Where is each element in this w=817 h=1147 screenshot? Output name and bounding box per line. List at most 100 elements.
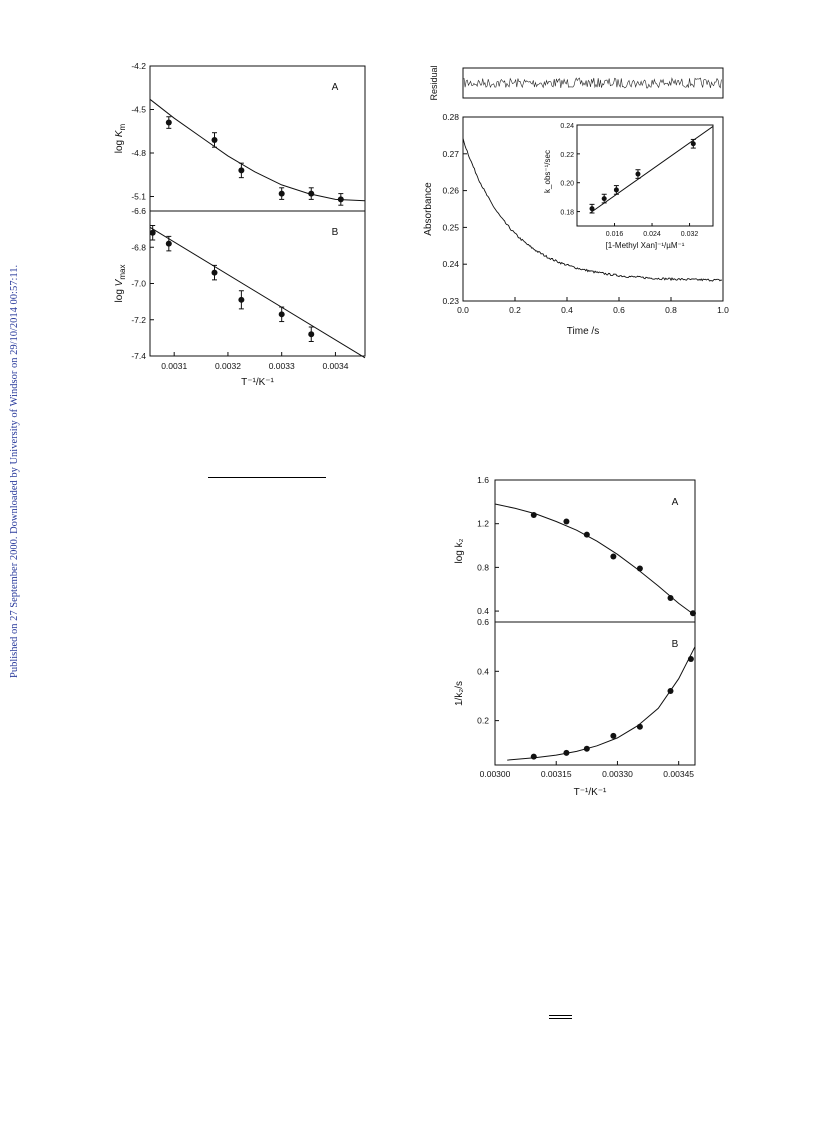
data-point bbox=[238, 167, 245, 174]
data-point bbox=[211, 269, 218, 276]
panel-label: A bbox=[672, 497, 679, 508]
y-tick-label: -7.2 bbox=[131, 315, 146, 325]
y-tick-label: 1.2 bbox=[477, 519, 489, 529]
inset-y-tick-label: 0.20 bbox=[560, 181, 574, 188]
data-point bbox=[530, 511, 537, 518]
inset-y-tick-label: 0.22 bbox=[560, 152, 574, 159]
x-tick-label: 0.6 bbox=[613, 305, 625, 315]
inset-x-tick-label: 0.032 bbox=[681, 231, 699, 238]
x-axis-label: Time /s bbox=[567, 326, 599, 337]
data-point bbox=[165, 240, 172, 247]
x-axis-label: T⁻¹/K⁻¹ bbox=[241, 377, 274, 388]
data-point bbox=[667, 594, 674, 601]
download-watermark: Published on 27 September 2000. Download… bbox=[0, 0, 30, 1147]
y-tick-label: -7.4 bbox=[131, 351, 146, 361]
fit-curve bbox=[494, 503, 696, 616]
inset-x-axis-label: [1-Methyl Xan]⁻¹/µM⁻¹ bbox=[606, 241, 685, 250]
inset-y-tick-label: 0.24 bbox=[560, 123, 574, 130]
data-point bbox=[238, 296, 245, 303]
panel-label: A bbox=[332, 82, 339, 93]
inset-fit-line bbox=[589, 125, 714, 214]
y-tick-label: -6.6 bbox=[131, 206, 146, 216]
data-point bbox=[149, 229, 156, 236]
data-point bbox=[636, 565, 643, 572]
data-point bbox=[308, 331, 315, 338]
data-point bbox=[610, 553, 617, 560]
fit-curve bbox=[507, 646, 696, 761]
x-tick-label: 0.0 bbox=[457, 305, 469, 315]
data-point bbox=[689, 610, 696, 617]
y-axis-label: Absorbance bbox=[423, 182, 434, 236]
y-tick-label: -5.1 bbox=[131, 192, 146, 202]
y-tick-label: 0.2 bbox=[477, 716, 489, 726]
residual-frame bbox=[462, 67, 724, 99]
x-tick-label: 0.0034 bbox=[322, 361, 348, 371]
data-point bbox=[530, 753, 537, 760]
plot-frame bbox=[462, 116, 724, 302]
x-tick-label: 0.8 bbox=[665, 305, 677, 315]
residual-label: Residual bbox=[429, 65, 439, 100]
data-point bbox=[165, 119, 172, 126]
y-tick-label: 0.27 bbox=[442, 149, 459, 159]
inset-data-point bbox=[690, 141, 696, 147]
inset-x-tick-label: 0.024 bbox=[643, 231, 661, 238]
y-tick-label: 0.26 bbox=[442, 186, 459, 196]
fit-curve bbox=[149, 226, 366, 359]
x-tick-label: 0.0031 bbox=[161, 361, 187, 371]
y-axis-label: log Km bbox=[114, 123, 127, 153]
data-point bbox=[563, 518, 570, 525]
y-axis-label: 1/k₂/s bbox=[454, 681, 465, 706]
data-point bbox=[308, 190, 315, 197]
x-tick-label: 0.00330 bbox=[602, 769, 633, 779]
horizontal-rule bbox=[208, 477, 326, 478]
data-point bbox=[278, 190, 285, 197]
data-point bbox=[667, 688, 674, 695]
x-tick-label: 0.00300 bbox=[480, 769, 511, 779]
inset-x-tick-label: 0.016 bbox=[606, 231, 624, 238]
absorbance-trace bbox=[462, 137, 723, 282]
data-point bbox=[636, 723, 643, 730]
equilibrium-arrow-icon bbox=[549, 1014, 572, 1020]
panel-label: B bbox=[672, 639, 679, 650]
residual-trace bbox=[463, 77, 722, 89]
inset-y-tick-label: 0.18 bbox=[560, 210, 574, 217]
y-axis-label: log k₂ bbox=[454, 538, 465, 563]
data-point bbox=[211, 136, 218, 143]
inset-y-axis-label: k_obs⁻¹/sec bbox=[543, 150, 552, 193]
y-tick-label: 0.25 bbox=[442, 222, 459, 232]
y-tick-label: 1.6 bbox=[477, 475, 489, 485]
data-point bbox=[583, 745, 590, 752]
y-tick-label: -6.8 bbox=[131, 242, 146, 252]
data-point bbox=[563, 749, 570, 756]
y-tick-label: 0.8 bbox=[477, 562, 489, 572]
data-point bbox=[583, 531, 590, 538]
inset-data-point bbox=[601, 196, 607, 202]
panel-label: B bbox=[332, 227, 339, 238]
panel-B: 0.6 0.4 0.2 B 1/k₂/s bbox=[454, 617, 696, 761]
y-tick-label: -7.0 bbox=[131, 279, 146, 289]
x-tick-label: 0.00315 bbox=[541, 769, 572, 779]
x-tick-label: 1.0 bbox=[717, 305, 729, 315]
inset-data-point bbox=[635, 171, 641, 177]
y-tick-label: 0.6 bbox=[477, 617, 489, 627]
y-tick-label: 0.4 bbox=[477, 666, 489, 676]
inset-frame bbox=[576, 124, 714, 227]
data-point bbox=[687, 655, 694, 662]
fit-curve bbox=[149, 98, 366, 202]
y-tick-label: -4.8 bbox=[131, 148, 146, 158]
data-point bbox=[610, 732, 617, 739]
inset-data-point bbox=[589, 206, 595, 212]
x-tick-label: 0.00345 bbox=[663, 769, 694, 779]
y-axis-label: log Vmax bbox=[114, 265, 127, 303]
x-tick-label: 0.0033 bbox=[269, 361, 295, 371]
figure-stopped-flow-trace: Residual 0.0 0.2 0.4 0.6 0.8 1.0 0.23 0.24 0.25 0.… bbox=[423, 65, 729, 337]
y-tick-label: -4.5 bbox=[131, 105, 146, 115]
inset: 0.016 0.024 0.032 0.18 0.20 0.22 0.24 [1-Methyl… bbox=[543, 123, 714, 250]
y-tick-label: 0.23 bbox=[442, 296, 459, 306]
x-axis-label: T⁻¹/K⁻¹ bbox=[574, 787, 607, 798]
